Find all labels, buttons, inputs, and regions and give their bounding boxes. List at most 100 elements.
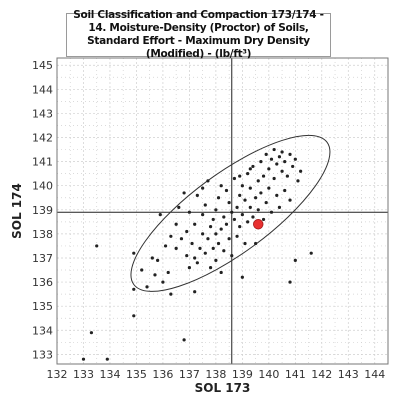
grid-lines [56, 58, 389, 364]
data-point [280, 150, 284, 154]
data-point [251, 164, 255, 169]
data-point [259, 191, 263, 195]
data-point [201, 213, 205, 217]
y-tick-label: 134 [32, 324, 53, 337]
data-point [156, 258, 160, 262]
y-tick-label: 145 [32, 59, 53, 72]
data-point [132, 314, 136, 318]
data-point [254, 241, 258, 246]
data-point [166, 270, 170, 275]
data-point [216, 241, 221, 246]
data-point [224, 222, 229, 226]
x-tick-label: 142 [311, 368, 332, 381]
data-point [267, 186, 271, 190]
data-point [264, 200, 268, 205]
data-point [230, 253, 234, 258]
y-tick-label: 142 [32, 132, 53, 145]
data-point [272, 147, 276, 152]
data-point [169, 292, 173, 296]
data-point [238, 174, 242, 178]
data-point [132, 287, 136, 291]
data-point [288, 198, 292, 202]
data-point [214, 258, 218, 262]
data-point [256, 179, 260, 183]
x-tick-label: 140 [258, 368, 279, 381]
data-point [259, 160, 263, 164]
y-tick-label: 135 [32, 300, 53, 313]
data-point [232, 217, 237, 222]
x-tick-label: 133 [73, 368, 94, 381]
y-tick-label: 144 [32, 83, 53, 96]
highlighted-point-group [253, 219, 264, 230]
data-point [299, 169, 303, 173]
y-tick-label: 139 [32, 204, 53, 217]
x-axis-label: SOL 173 [195, 381, 251, 395]
x-tick-labels: 132 133 134 135 136 137 138 139 140 141 142 143 144 [47, 368, 386, 381]
data-point [216, 196, 221, 200]
data-point [206, 237, 210, 241]
data-point [81, 357, 86, 361]
x-tick-label: 136 [152, 368, 173, 381]
data-point [261, 174, 266, 178]
data-point [174, 246, 178, 250]
x-tick-label: 139 [232, 368, 253, 381]
data-point [95, 244, 99, 248]
data-points [81, 147, 313, 361]
data-point [193, 290, 197, 294]
data-point [182, 191, 186, 195]
data-point [248, 186, 252, 190]
x-tick-label: 132 [47, 368, 68, 381]
data-point [185, 229, 189, 234]
data-point [208, 266, 213, 270]
data-point [187, 266, 191, 270]
y-tick-label: 137 [32, 252, 53, 265]
y-tick-label: 136 [32, 276, 53, 289]
data-point [256, 208, 260, 212]
data-point [235, 234, 239, 238]
data-point [277, 205, 282, 209]
data-point [293, 157, 297, 161]
data-point [187, 210, 191, 214]
data-point [232, 176, 237, 181]
data-point [240, 275, 244, 279]
data-point [246, 220, 250, 224]
data-point [193, 222, 197, 226]
data-point [238, 225, 242, 229]
data-point [277, 155, 282, 159]
data-point [246, 172, 250, 176]
data-point [211, 217, 215, 222]
data-point [190, 241, 194, 246]
y-tick-label: 138 [32, 228, 53, 241]
data-point [163, 244, 168, 248]
data-point [275, 193, 279, 197]
y-tick-labels: 133 134 135 136 137 138 139 140 141 142 143 144 145 [32, 59, 53, 361]
data-point [203, 203, 207, 207]
data-point [132, 251, 136, 255]
data-point [219, 184, 223, 188]
data-point [254, 196, 258, 200]
x-tick-label: 134 [99, 368, 120, 381]
data-point [280, 169, 284, 173]
data-point [296, 179, 300, 183]
data-point [275, 162, 279, 166]
x-tick-label: 138 [205, 368, 226, 381]
data-point [177, 205, 181, 209]
data-point [243, 241, 247, 246]
data-point [269, 210, 274, 214]
data-point [238, 193, 242, 197]
data-point [201, 232, 205, 236]
y-tick-label: 133 [32, 348, 53, 361]
data-point [201, 186, 205, 190]
data-point [227, 237, 231, 241]
x-tick-label: 135 [126, 368, 147, 381]
data-point [235, 205, 239, 209]
data-point [248, 205, 252, 209]
data-point [227, 200, 231, 205]
data-point [248, 167, 252, 171]
y-tick-label: 141 [32, 156, 53, 169]
data-point [203, 251, 207, 255]
data-point [174, 222, 178, 226]
data-point [288, 280, 292, 284]
data-point [269, 157, 274, 161]
